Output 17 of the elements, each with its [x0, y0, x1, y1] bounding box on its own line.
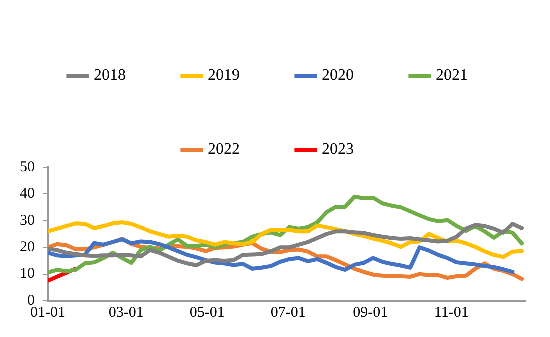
legend-label: 2020: [322, 67, 354, 84]
x-tick-label: 09-01: [353, 304, 388, 321]
x-tick-label: 05-01: [190, 304, 225, 321]
y-tick-label: 20: [20, 240, 35, 256]
y-tick-label: 10: [20, 266, 35, 282]
legend-label: 2018: [94, 67, 126, 84]
legend-label: 2021: [436, 67, 468, 84]
legend-label: 2022: [208, 141, 240, 158]
x-tick-label: 07-01: [270, 304, 306, 321]
legend-label: 2023: [322, 141, 354, 158]
legend-label: 2019: [208, 67, 240, 84]
y-tick-label: 40: [20, 186, 35, 202]
y-tick-label: 30: [20, 212, 35, 229]
x-tick-label: 01-01: [30, 304, 66, 321]
y-tick-label: 50: [20, 159, 35, 176]
x-tick-label: 03-01: [108, 304, 144, 321]
x-tick-label: 11-01: [434, 304, 469, 321]
